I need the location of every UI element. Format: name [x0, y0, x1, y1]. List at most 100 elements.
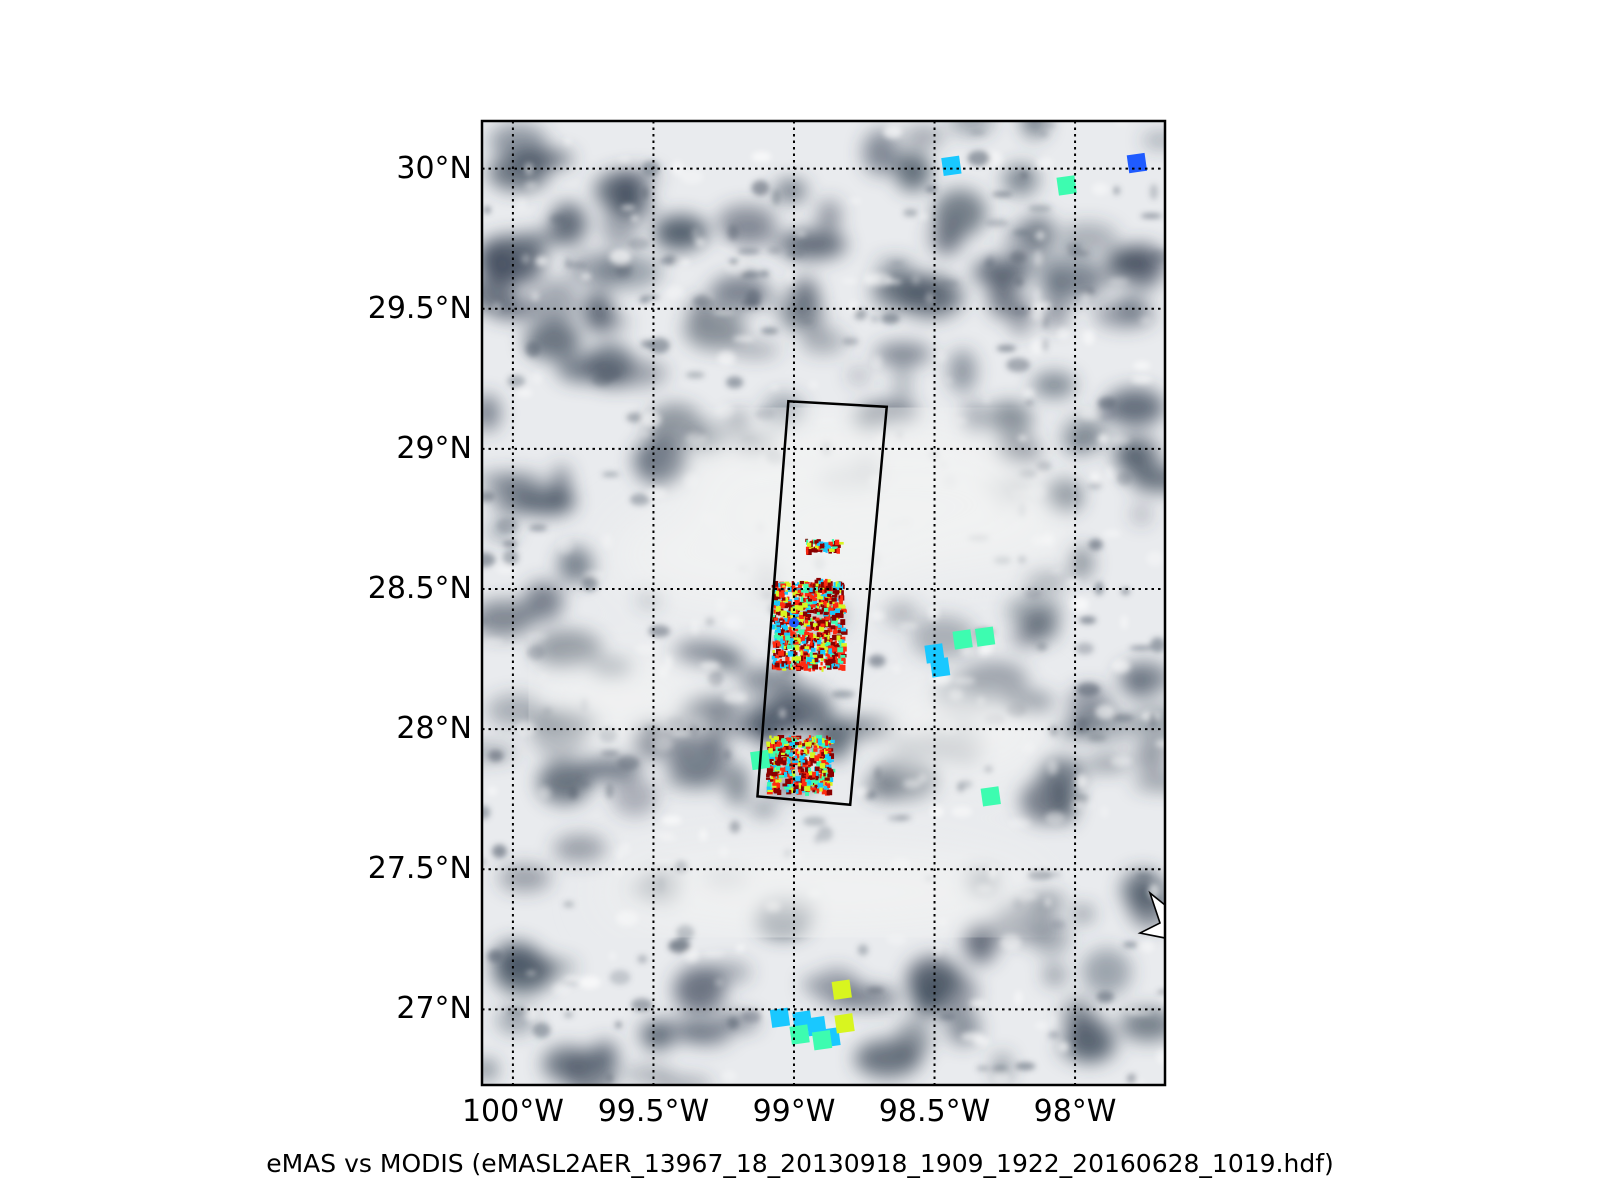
emas-retrieval-point [797, 663, 803, 667]
emas-retrieval-point [819, 787, 823, 792]
emas-retrieval-point [821, 621, 825, 628]
emas-retrieval-point [786, 789, 789, 793]
emas-retrieval-point [801, 781, 807, 787]
cloud-shadow [775, 179, 807, 202]
emas-retrieval-point [788, 744, 791, 750]
emas-retrieval-point [783, 771, 788, 778]
emas-retrieval-point [834, 593, 838, 598]
cloud-texture [715, 979, 724, 986]
cloud-texture [692, 295, 714, 308]
emas-retrieval-point [826, 735, 829, 740]
longitude-tick-label: 99.5°W [597, 1094, 710, 1129]
emas-retrieval-point [782, 597, 789, 603]
cloud-texture [526, 633, 548, 639]
emas-retrieval-point [831, 594, 836, 600]
cloud-texture [614, 864, 622, 877]
emas-retrieval-point [831, 615, 837, 621]
cloud-texture [685, 431, 707, 446]
latitude-tick-label: 27.5°N [367, 851, 472, 887]
emas-retrieval-point [837, 651, 842, 655]
cloud-texture [631, 998, 653, 1012]
emas-retrieval-point [831, 618, 836, 624]
emas-retrieval-point [788, 611, 793, 616]
cloud-texture [529, 524, 548, 532]
emas-retrieval-point [790, 762, 795, 767]
emas-retrieval-point [835, 539, 840, 546]
emas-retrieval-point [797, 584, 802, 589]
cloud-texture [580, 273, 592, 280]
cloud-shadow [494, 268, 542, 287]
emas-retrieval-point [788, 627, 792, 633]
cloud-shadow [499, 864, 551, 892]
emas-retrieval-point [775, 765, 782, 771]
emas-retrieval-point [826, 548, 830, 552]
emas-retrieval-point [788, 775, 792, 780]
cloud-shadow [1070, 546, 1093, 580]
emas-retrieval-point [813, 745, 818, 748]
cloud-texture [1141, 939, 1155, 953]
emas-retrieval-point [826, 579, 831, 585]
emas-retrieval-point [800, 751, 803, 755]
emas-retrieval-point [815, 743, 820, 748]
emas-retrieval-point [802, 611, 808, 617]
latitude-tick-label: 29°N [396, 430, 472, 466]
cloud-shadow [1063, 436, 1089, 454]
emas-retrieval-point [779, 621, 784, 625]
emas-retrieval-point [809, 587, 813, 593]
emas-retrieval-point [813, 608, 819, 614]
emas-retrieval-point [783, 635, 787, 641]
cloud-texture [930, 805, 944, 818]
emas-retrieval-point [831, 539, 835, 545]
emas-retrieval-point [784, 749, 791, 755]
cloud-texture [598, 367, 621, 381]
emas-retrieval-point [768, 760, 772, 764]
emas-retrieval-point [811, 742, 815, 745]
emas-retrieval-point [776, 649, 780, 653]
cloud-shadow [1044, 965, 1066, 985]
emas-retrieval-point [807, 599, 813, 605]
emas-retrieval-point [800, 768, 805, 773]
emas-retrieval-point [838, 602, 842, 607]
emas-retrieval-point [820, 657, 824, 662]
emas-retrieval-point [788, 608, 791, 612]
emas-retrieval-point [804, 590, 811, 597]
emas-retrieval-point [800, 759, 806, 763]
emas-retrieval-point [804, 590, 811, 594]
cloud-texture [1100, 806, 1109, 818]
emas-retrieval-point [810, 604, 816, 608]
emas-retrieval-point [790, 662, 793, 669]
emas-retrieval-point [804, 646, 810, 650]
emas-retrieval-point [810, 594, 813, 599]
emas-retrieval-point [786, 627, 792, 630]
emas-retrieval-point [815, 771, 819, 778]
emas-retrieval-point [785, 603, 792, 608]
cloud-texture [564, 1011, 574, 1018]
emas-retrieval-point [810, 542, 813, 548]
cloud-texture [639, 297, 650, 304]
emas-retrieval-point [804, 631, 810, 636]
emas-retrieval-point [814, 605, 818, 608]
cloud-shadow [1134, 737, 1165, 775]
emas-retrieval-point [804, 619, 809, 624]
emas-retrieval-point [781, 661, 785, 667]
cloud-texture [684, 948, 699, 963]
cloud-texture [1041, 338, 1048, 352]
emas-retrieval-point [825, 642, 831, 646]
emas-retrieval-point [826, 640, 830, 643]
emas-swath-outline [756, 399, 889, 807]
emas-retrieval-point [835, 659, 840, 665]
emas-retrieval-point [779, 749, 786, 753]
emas-retrieval-point [766, 790, 773, 795]
cloud-texture [741, 298, 761, 308]
emas-retrieval-point [821, 632, 824, 638]
cloud-texture [601, 472, 620, 477]
emas-retrieval-point [784, 661, 788, 665]
cloud-shadow [523, 581, 564, 622]
cloud-texture [817, 826, 833, 842]
emas-retrieval-point [833, 630, 837, 635]
emas-retrieval-point [796, 789, 802, 795]
emas-retrieval-point [773, 615, 777, 621]
cloud-texture [939, 1013, 956, 1020]
emas-retrieval-point [786, 596, 790, 601]
emas-retrieval-point [822, 767, 827, 773]
